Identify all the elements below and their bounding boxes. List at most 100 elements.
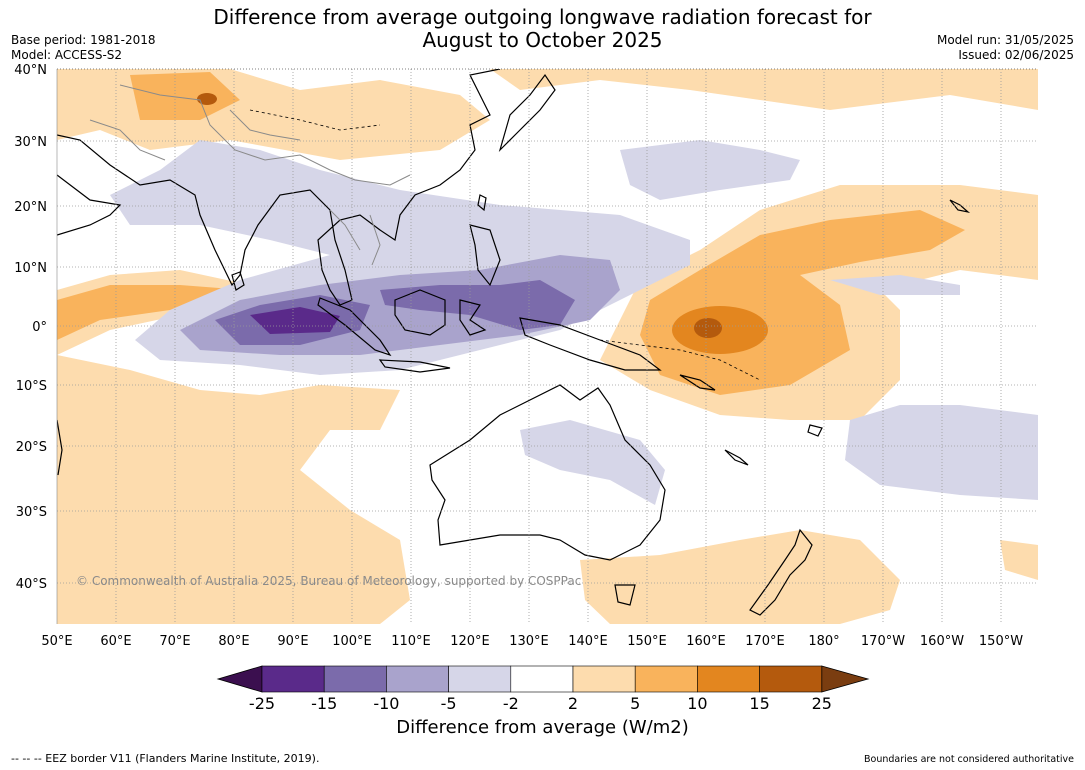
lon-label: 160°W bbox=[920, 634, 964, 649]
boundaries-disclaimer: Boundaries are not considered authoritat… bbox=[864, 754, 1074, 765]
positive-anomaly-region bbox=[130, 72, 240, 120]
japan-coastline bbox=[498, 73, 556, 153]
colorbar-tick-label: 25 bbox=[812, 694, 832, 713]
colorbar-segment bbox=[697, 665, 760, 693]
lon-label: 110°E bbox=[391, 634, 431, 649]
sulawesi-coastline bbox=[459, 299, 487, 336]
lon-label: 120°E bbox=[450, 634, 490, 649]
lon-label: 140°E bbox=[568, 634, 608, 649]
lon-label: 160°E bbox=[686, 634, 726, 649]
model-run-text: Model run: 31/05/2025 bbox=[936, 33, 1074, 47]
country-border bbox=[329, 209, 361, 251]
lon-label: 180° bbox=[808, 634, 839, 649]
lat-label: 0° bbox=[32, 320, 47, 335]
graticule bbox=[57, 69, 1038, 624]
eez-legend-note: -- -- -- EEZ border V11 (Flanders Marine… bbox=[11, 752, 320, 765]
colorbar-segment bbox=[386, 665, 449, 693]
lon-label: 150°W bbox=[979, 634, 1023, 649]
colorbar-extend-min bbox=[216, 665, 263, 693]
positive-anomaly-region bbox=[197, 93, 217, 105]
australia-coastline bbox=[429, 384, 666, 561]
eez-borders bbox=[249, 109, 761, 381]
lon-label: 150°E bbox=[627, 634, 667, 649]
hawaii-coastline bbox=[949, 199, 971, 214]
negative-anomaly-region bbox=[250, 307, 340, 334]
colorbar-segment bbox=[572, 665, 636, 693]
colorbar-tick-label: 10 bbox=[687, 694, 707, 713]
coastlines bbox=[57, 69, 971, 616]
country-border bbox=[369, 214, 381, 266]
lon-label: 80°E bbox=[218, 634, 249, 649]
colorbar-segments bbox=[216, 665, 870, 693]
model-text: Model: ACCESS-S2 bbox=[11, 48, 123, 62]
eez-border bbox=[249, 109, 381, 131]
colorbar-segment bbox=[634, 665, 698, 693]
copyright-notice: © Commonwealth of Australia 2025, Bureau… bbox=[76, 574, 582, 588]
negative-anomaly-region bbox=[845, 405, 1038, 500]
new-zealand-coastline bbox=[749, 528, 813, 616]
lon-label: 170°W bbox=[861, 634, 905, 649]
colorbar-tick-label: -2 bbox=[503, 694, 519, 713]
positive-anomaly-region bbox=[490, 69, 1038, 110]
map-title-line2: August to October 2025 bbox=[422, 28, 663, 52]
lat-label: 20°N bbox=[14, 200, 47, 215]
positive-anomaly-region bbox=[1000, 540, 1038, 580]
colorbar-tick-label: -15 bbox=[311, 694, 337, 713]
colorbar-tick-label: 15 bbox=[749, 694, 769, 713]
taiwan-coastline bbox=[477, 194, 487, 212]
lon-label: 170°E bbox=[745, 634, 785, 649]
eez-border bbox=[599, 339, 761, 381]
negative-anomaly-region bbox=[620, 140, 800, 200]
colorbar-segment bbox=[759, 665, 823, 693]
colorbar-segment bbox=[448, 665, 512, 693]
positive-anomaly-region bbox=[580, 530, 900, 624]
lon-label: 60°E bbox=[100, 634, 131, 649]
lon-label: 90°E bbox=[277, 634, 308, 649]
issued-text: Issued: 02/06/2025 bbox=[958, 48, 1074, 62]
philippines-coastline bbox=[469, 224, 501, 287]
negative-anomaly-region bbox=[520, 420, 665, 505]
positive-anomaly-region bbox=[694, 318, 722, 338]
colorbar: -25 -15 -10 -5 -2 2 5 10 15 25 bbox=[216, 665, 870, 713]
colorbar-extend-max bbox=[821, 665, 870, 693]
lat-label: 20°S bbox=[16, 440, 47, 455]
colorbar-tick-labels: -25 -15 -10 -5 -2 2 5 10 15 25 bbox=[249, 694, 832, 713]
longitude-labels: 50°E 60°E 70°E 80°E 90°E 100°E 110°E 120… bbox=[41, 634, 1023, 649]
base-period-text: Base period: 1981-2018 bbox=[11, 33, 156, 47]
lat-label: 40°S bbox=[16, 577, 47, 592]
colorbar-label: Difference from average (W/m2) bbox=[396, 717, 689, 738]
latitude-labels: 40°N 30°N 20°N 10°N 0° 10°S 20°S 30°S 40… bbox=[14, 63, 47, 592]
colorbar-tick-label: -10 bbox=[373, 694, 399, 713]
lat-label: 10°N bbox=[14, 261, 47, 276]
arabia-coastline bbox=[57, 174, 122, 236]
sri-lanka-coastline bbox=[231, 271, 245, 291]
lat-label: 30°N bbox=[14, 135, 47, 150]
negative-anomaly-region bbox=[830, 275, 960, 295]
new-guinea-coastline bbox=[519, 317, 662, 371]
colorbar-tick-label: -5 bbox=[441, 694, 457, 713]
colorbar-tick-label: 5 bbox=[630, 694, 640, 713]
country-border bbox=[119, 84, 411, 186]
colorbar-tick-label: 2 bbox=[568, 694, 578, 713]
country-borders bbox=[89, 84, 411, 266]
country-border bbox=[89, 119, 166, 161]
country-border bbox=[229, 109, 301, 141]
anomaly-shading bbox=[57, 69, 1038, 624]
tasmania-coastline bbox=[614, 584, 636, 606]
borneo-coastline bbox=[394, 289, 446, 336]
lon-label: 100°E bbox=[332, 634, 372, 649]
colorbar-tick-label: -25 bbox=[249, 694, 275, 713]
lon-label: 50°E bbox=[41, 634, 72, 649]
lon-label: 130°E bbox=[509, 634, 549, 649]
new-caledonia-coastline bbox=[724, 449, 749, 466]
asia-coastline bbox=[57, 69, 501, 306]
positive-anomaly-region bbox=[57, 355, 410, 624]
fiji-coastline bbox=[807, 424, 823, 437]
lat-label: 30°S bbox=[16, 505, 47, 520]
lon-label: 70°E bbox=[159, 634, 190, 649]
solomon-islands-coastline bbox=[679, 374, 716, 391]
map-title-line1: Difference from average outgoing longwav… bbox=[213, 5, 872, 29]
sumatra-coastline bbox=[317, 297, 392, 357]
olr-anomaly-map: 40°N 30°N 20°N 10°N 0° 10°S 20°S 30°S 40… bbox=[14, 63, 1038, 649]
colorbar-segment bbox=[261, 665, 325, 693]
